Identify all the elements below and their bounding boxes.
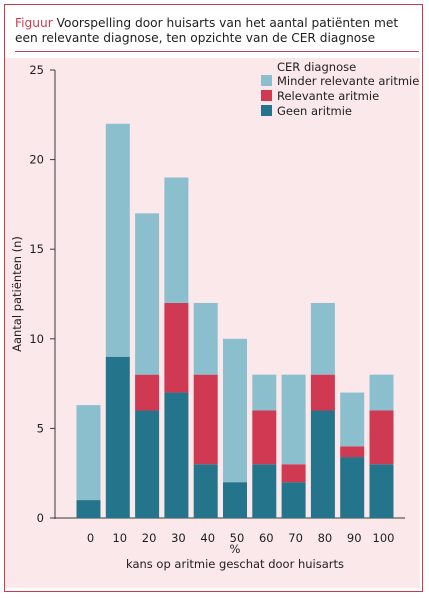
y-tick-label: 20 — [29, 153, 44, 167]
bar-segment — [135, 213, 160, 375]
x-tick-label: 80 — [318, 531, 333, 545]
y-tick-label: 10 — [29, 332, 44, 346]
bar-segment — [105, 356, 130, 518]
bar-segment — [252, 410, 277, 465]
bar-segment — [281, 482, 306, 518]
caption-text: Voorspelling door huisarts van het aanta… — [15, 16, 399, 45]
bar-segment — [135, 374, 160, 411]
bar-segment — [164, 302, 189, 393]
bar-segment — [105, 123, 130, 357]
y-axis-label: Aantal patiënten (n) — [10, 236, 24, 352]
figure-caption: Figuur Voorspelling door huisarts van he… — [15, 16, 419, 45]
bar-segment — [252, 464, 277, 518]
bar-segment — [369, 374, 394, 411]
bar-segment — [340, 392, 365, 447]
legend-title: CER diagnose — [277, 60, 356, 74]
bars — [76, 123, 394, 518]
bar-segment — [164, 392, 189, 518]
bar-segment — [164, 177, 189, 303]
legend-label: Minder relevante aritmie — [277, 74, 419, 88]
bar-segment — [223, 338, 247, 483]
chart-panel: 0 5 10 15 20 25 0 10 20 30 40 50 60 70 80 90 100 Aantal… — [5, 58, 420, 588]
legend-swatch — [261, 105, 272, 116]
caption-lead: Figuur — [15, 16, 53, 30]
bar-segment — [223, 482, 247, 518]
x-axis-label: kans op aritmie geschat door huisarts — [126, 557, 344, 571]
caption-divider — [15, 51, 419, 52]
x-tick-label: 10 — [112, 531, 127, 545]
bar-segment — [252, 374, 277, 411]
legend: CER diagnose Minder relevante aritmieRel… — [261, 60, 419, 118]
legend-label: Relevante aritmie — [277, 89, 379, 103]
bar-segment — [76, 405, 101, 501]
y-ticks: 0 5 10 15 20 25 — [29, 63, 55, 525]
bar-segment — [193, 464, 218, 518]
x-tick-label: 40 — [200, 531, 215, 545]
x-axis-unit: % — [230, 542, 241, 556]
bar-segment — [369, 410, 394, 465]
x-tick-label: 20 — [142, 531, 157, 545]
stacked-bar-chart: 0 5 10 15 20 25 0 10 20 30 40 50 60 70 80 90 100 Aantal… — [10, 60, 419, 571]
x-ticks: 0 10 20 30 40 50 60 70 80 90 100 — [87, 531, 395, 545]
bar-segment — [193, 374, 218, 465]
x-tick-label: 0 — [87, 531, 94, 545]
bar-segment — [76, 500, 101, 518]
y-tick-label: 25 — [29, 63, 44, 77]
bar-segment — [340, 446, 365, 458]
legend-label: Geen aritmie — [277, 104, 352, 118]
bar-segment — [310, 302, 335, 375]
x-tick-label: 70 — [288, 531, 303, 545]
x-tick-label: 30 — [171, 531, 186, 545]
y-tick-label: 5 — [37, 421, 44, 435]
legend-swatch — [261, 90, 272, 101]
x-tick-label: 50 — [230, 531, 245, 545]
legend-swatch — [261, 75, 272, 86]
bar-segment — [281, 374, 306, 465]
bar-segment — [135, 410, 160, 518]
bar-segment — [369, 464, 394, 518]
x-tick-label: 90 — [347, 531, 362, 545]
bar-segment — [310, 410, 335, 518]
bar-segment — [281, 464, 306, 483]
bar-segment — [310, 374, 335, 411]
x-tick-label: 100 — [373, 531, 395, 545]
bar-segment — [340, 457, 365, 518]
x-tick-label: 60 — [259, 531, 274, 545]
y-tick-label: 0 — [37, 511, 44, 525]
bar-segment — [193, 302, 218, 375]
y-tick-label: 15 — [29, 242, 44, 256]
